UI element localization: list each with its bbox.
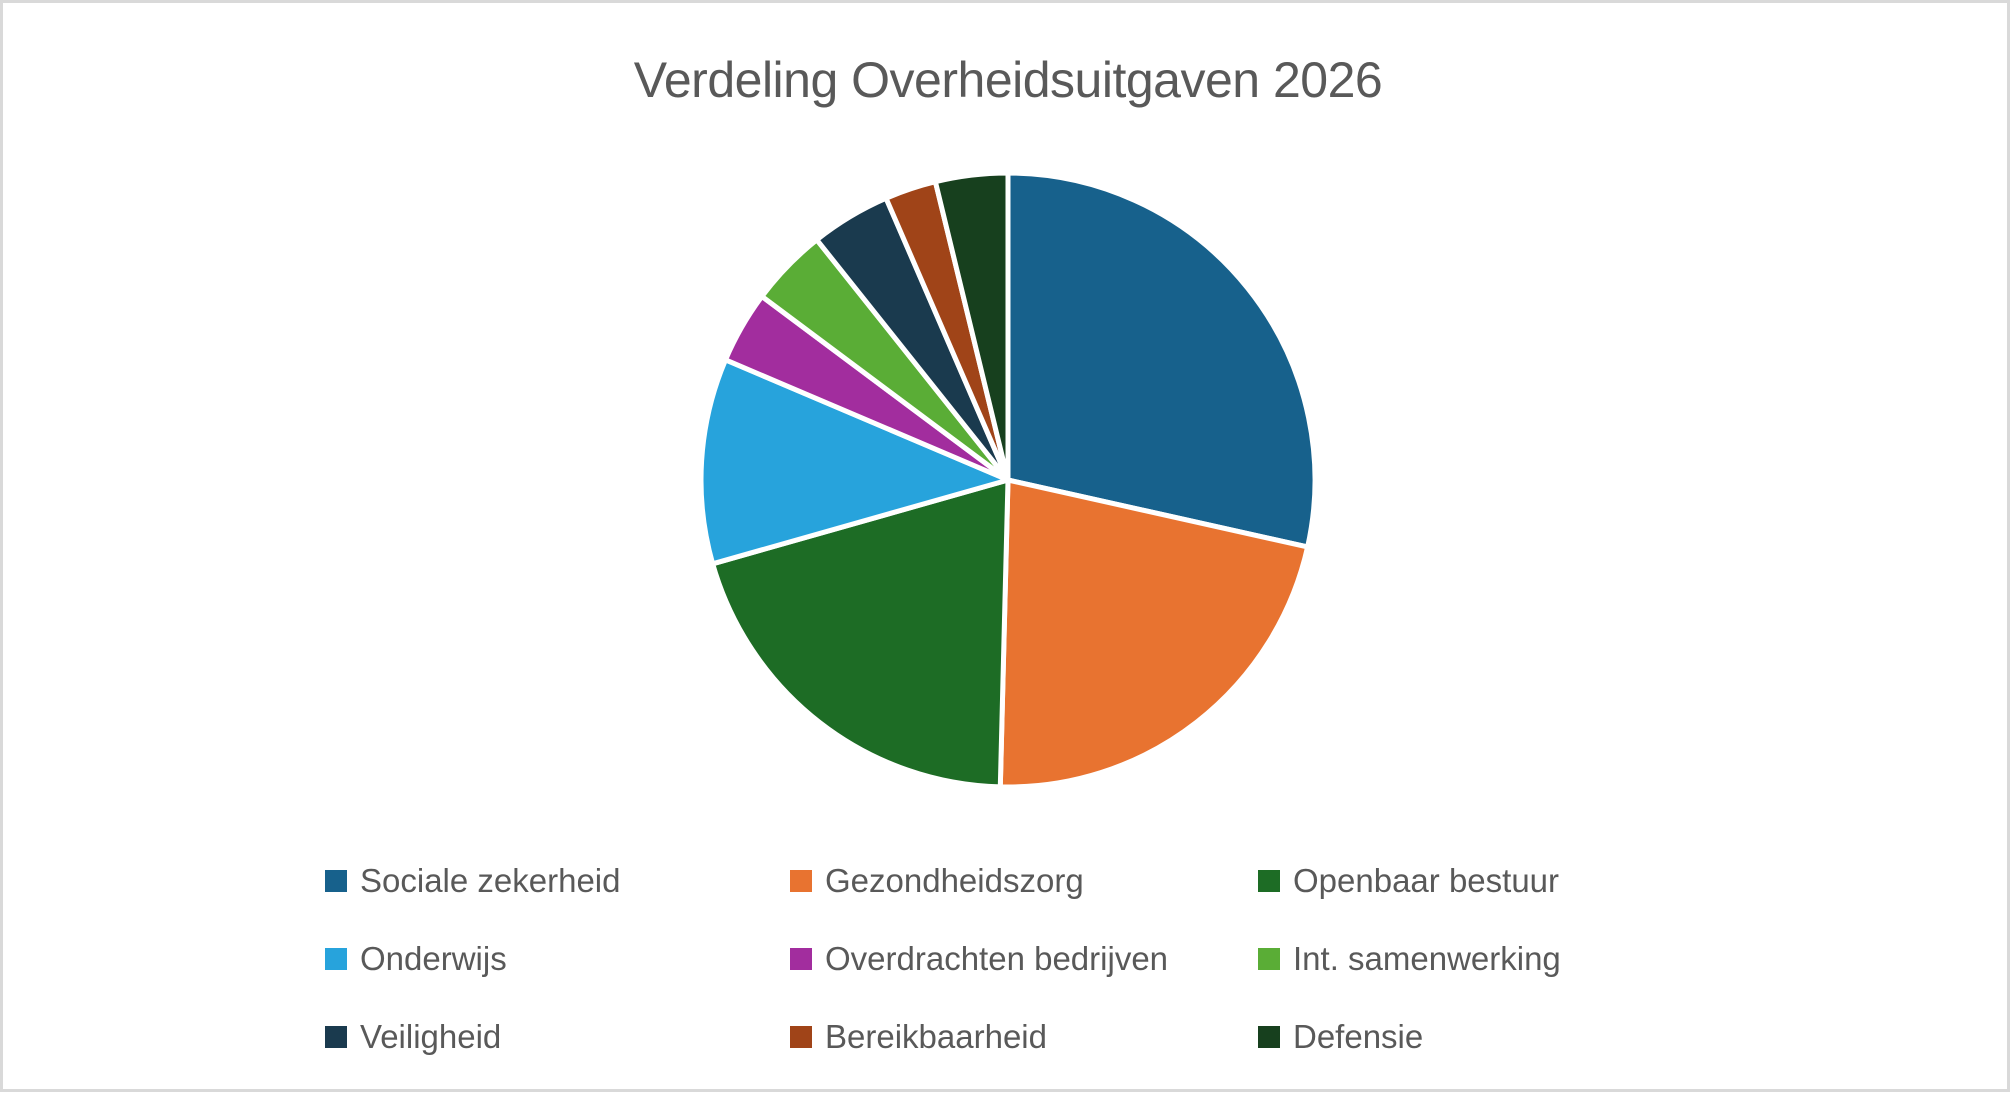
pie-chart	[698, 170, 1318, 790]
pie-slice-onderwijs	[698, 357, 1011, 567]
pie-slice-openbaar-bestuur	[710, 477, 1011, 790]
chart-title: Verdeling Overheidsuitgaven 2026	[633, 52, 1383, 108]
pie-slice-sociale-zekerheid	[1005, 170, 1318, 550]
pie-slice-gezondheidszorg	[997, 477, 1311, 790]
pie-slice-defensie	[932, 170, 1011, 483]
